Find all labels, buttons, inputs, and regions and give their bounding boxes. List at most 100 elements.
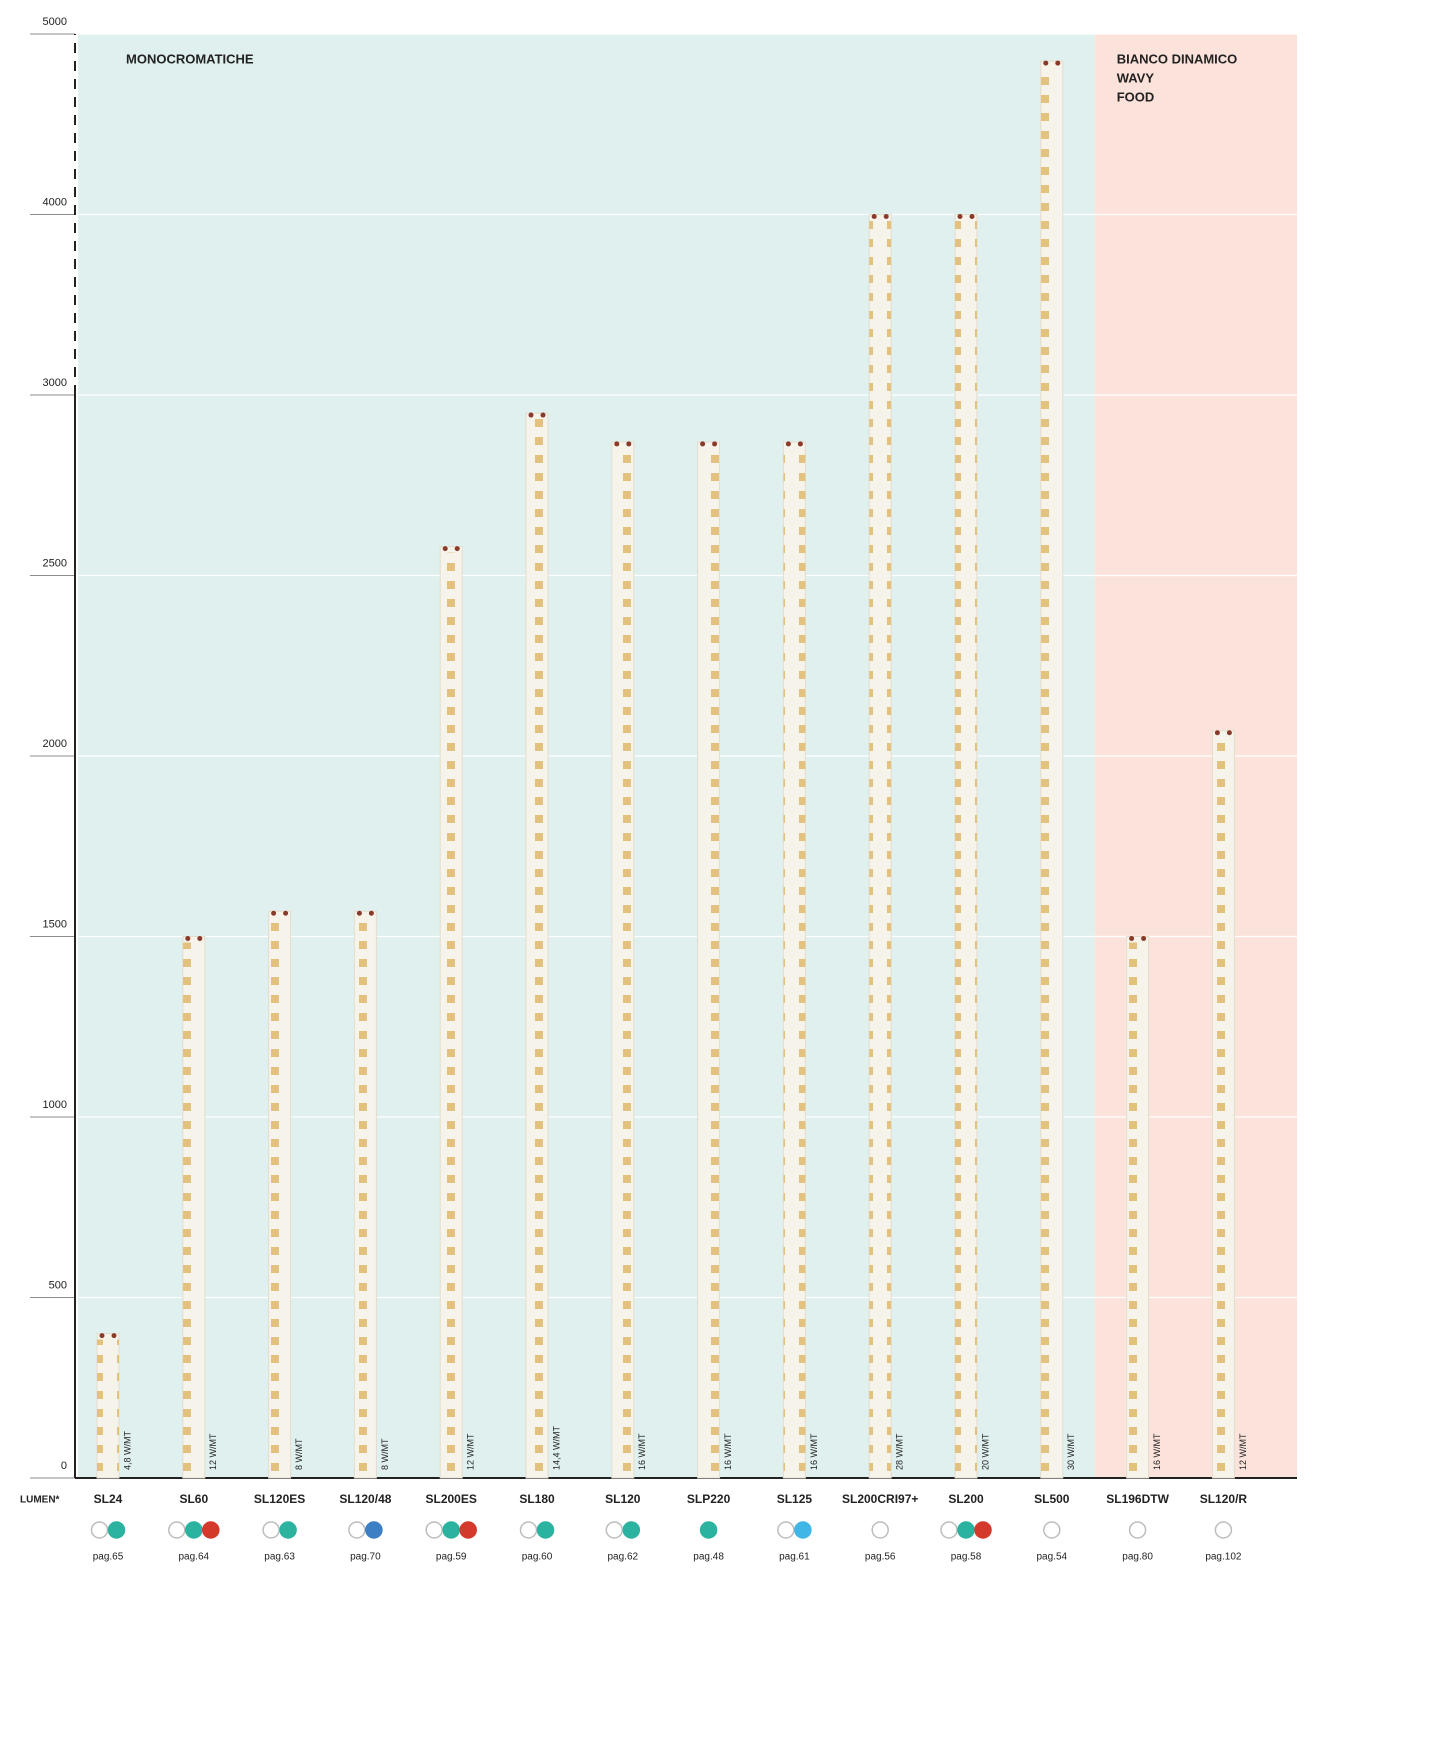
strip-end [1055,60,1061,66]
x-tick-label: SL125 [777,1492,813,1506]
page-ref: pag.54 [1037,1552,1068,1563]
strip-end [1043,60,1049,66]
badge [1128,1521,1147,1539]
y-tick-label: 1500 [43,918,67,930]
badge [974,1521,992,1539]
power-label: 4,8 W/MT [122,1430,132,1470]
x-tick-label: SL200ES [426,1492,477,1506]
y-tick-label: 0 [61,1460,67,1472]
led-pattern [526,419,548,1472]
badge [519,1521,538,1539]
led-pattern [1126,942,1149,1472]
led-pattern [697,447,720,1473]
power-label: 16 W/MT [809,1433,819,1470]
x-tick-label: SL60 [179,1492,208,1506]
y-axis-label: LUMEN* [20,1495,60,1506]
page-ref: pag.70 [350,1552,381,1563]
led-pattern [1212,736,1235,1472]
strip-end [99,1333,105,1339]
x-tick-label: SLP220 [687,1492,731,1506]
page-ref: pag.65 [93,1552,124,1563]
strip-end [442,546,448,552]
led-pattern [955,220,977,1472]
power-label: 16 W/MT [1152,1433,1162,1470]
page-ref: pag.63 [264,1552,295,1563]
x-tick-label: SL500 [1034,1492,1070,1506]
power-label: 8 W/MT [294,1438,304,1470]
region-label: WAVY [1117,70,1155,85]
page-ref: pag.59 [436,1552,467,1563]
badge [442,1521,460,1539]
strip-end [700,441,706,447]
strip-end [1226,730,1232,736]
badge [940,1521,958,1539]
power-label: 12 W/MT [208,1433,218,1470]
power-label: 30 W/MT [1066,1433,1076,1470]
page-ref: pag.102 [1205,1552,1242,1563]
region-label: FOOD [1117,89,1155,104]
x-tick-label: SL120 [605,1492,641,1506]
power-label: 12 W/MT [1238,1433,1248,1470]
badge [605,1521,624,1539]
strip-end [197,936,203,941]
power-label: 8 W/MT [380,1438,390,1470]
led-pattern [97,1339,119,1472]
badge [365,1521,383,1539]
strip-end [528,412,534,418]
y-tick-label: 2000 [43,738,67,750]
page-ref: pag.64 [179,1552,210,1563]
y-tick-label: 1000 [43,1099,67,1111]
x-tick-label: SL24 [94,1492,123,1506]
led-pattern [268,917,291,1472]
led-pattern [440,552,463,1472]
strip-end [368,910,374,916]
badge [1214,1521,1233,1539]
led-pattern [354,917,377,1472]
strip-end [883,214,889,219]
power-label: 12 W/MT [466,1433,476,1470]
y-tick-label: 3000 [43,377,67,389]
badge [107,1521,126,1539]
page-ref: pag.62 [608,1552,639,1563]
led-pattern [611,447,634,1473]
y-tick-label: 5000 [43,16,67,28]
badge [185,1521,203,1539]
x-tick-label: SL120/R [1200,1492,1248,1506]
strip-end [626,441,632,447]
page-ref: pag.80 [1122,1552,1153,1563]
power-label: 28 W/MT [895,1433,905,1470]
page-ref: pag.60 [522,1552,553,1563]
led-pattern [869,220,892,1472]
x-tick-label: SL196DTW [1106,1492,1169,1506]
page-ref: pag.56 [865,1552,896,1563]
led-pattern [1040,67,1063,1473]
x-tick-label: SL180 [519,1492,555,1506]
badge [536,1521,555,1539]
strip-end [871,214,877,219]
page-ref: pag.61 [779,1552,810,1563]
strip-end [1129,936,1135,941]
badge [279,1521,297,1539]
power-label: 16 W/MT [723,1433,733,1470]
badge [425,1521,443,1539]
power-label: 16 W/MT [637,1433,647,1470]
strip-end [712,441,718,447]
y-tick-label: 4000 [43,196,67,208]
strip-end [111,1333,117,1339]
region-label: BIANCO DINAMICO [1117,51,1238,66]
strip-end [969,214,975,219]
page-ref: pag.48 [693,1552,724,1563]
badge [1043,1521,1061,1539]
x-tick-label: SL120/48 [339,1492,391,1506]
badge [794,1521,812,1539]
region-label: MONOCROMATICHE [126,51,254,66]
badge [459,1521,477,1539]
x-tick-label: SL200CRI97+ [842,1492,918,1506]
badge [202,1521,220,1539]
badge [957,1521,975,1539]
strip-end [797,441,803,447]
strip-end [785,441,791,447]
strip-end [283,910,289,916]
strip-end [185,936,191,941]
strip-end [1214,730,1220,736]
